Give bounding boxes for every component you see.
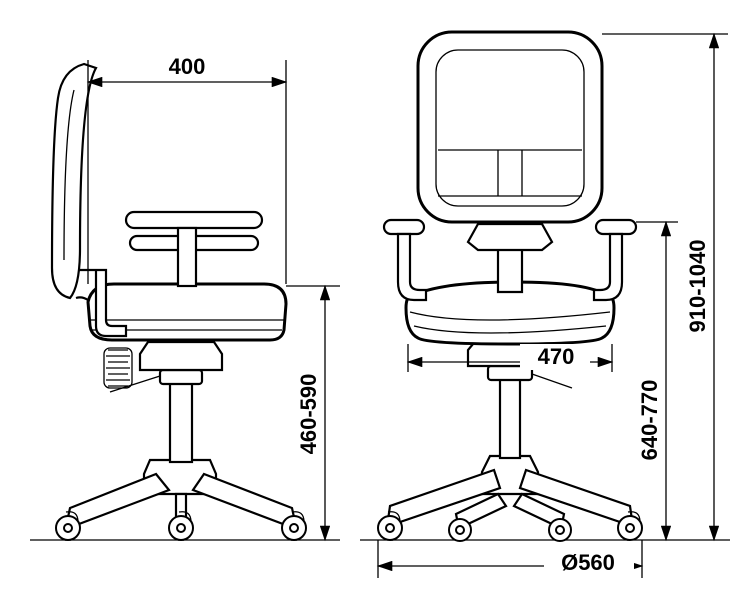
dim-seat-depth-label: 400: [169, 54, 206, 79]
dim-seat-width-label: 470: [538, 344, 575, 369]
dim-base-diameter-label: Ø560: [561, 550, 615, 575]
side-base: [56, 460, 306, 540]
side-view: 400 460-590: [30, 54, 340, 540]
front-view: 470 Ø560 640-770 910-1040: [360, 32, 730, 578]
dim-armrest-height: 640-770: [636, 222, 678, 540]
dim-armrest-height-label: 640-770: [637, 380, 662, 461]
chair-dimension-diagram: 400 460-590: [0, 0, 749, 597]
side-armrest: [126, 212, 262, 286]
front-backrest: [418, 32, 602, 222]
dim-seat-height-label: 460-590: [296, 374, 321, 455]
side-column: [104, 342, 222, 462]
front-base: [378, 456, 642, 541]
dim-overall-height-label: 910-1040: [685, 240, 710, 333]
dim-base-diameter: Ø560: [378, 540, 642, 578]
dim-seat-height: 460-590: [286, 286, 340, 540]
